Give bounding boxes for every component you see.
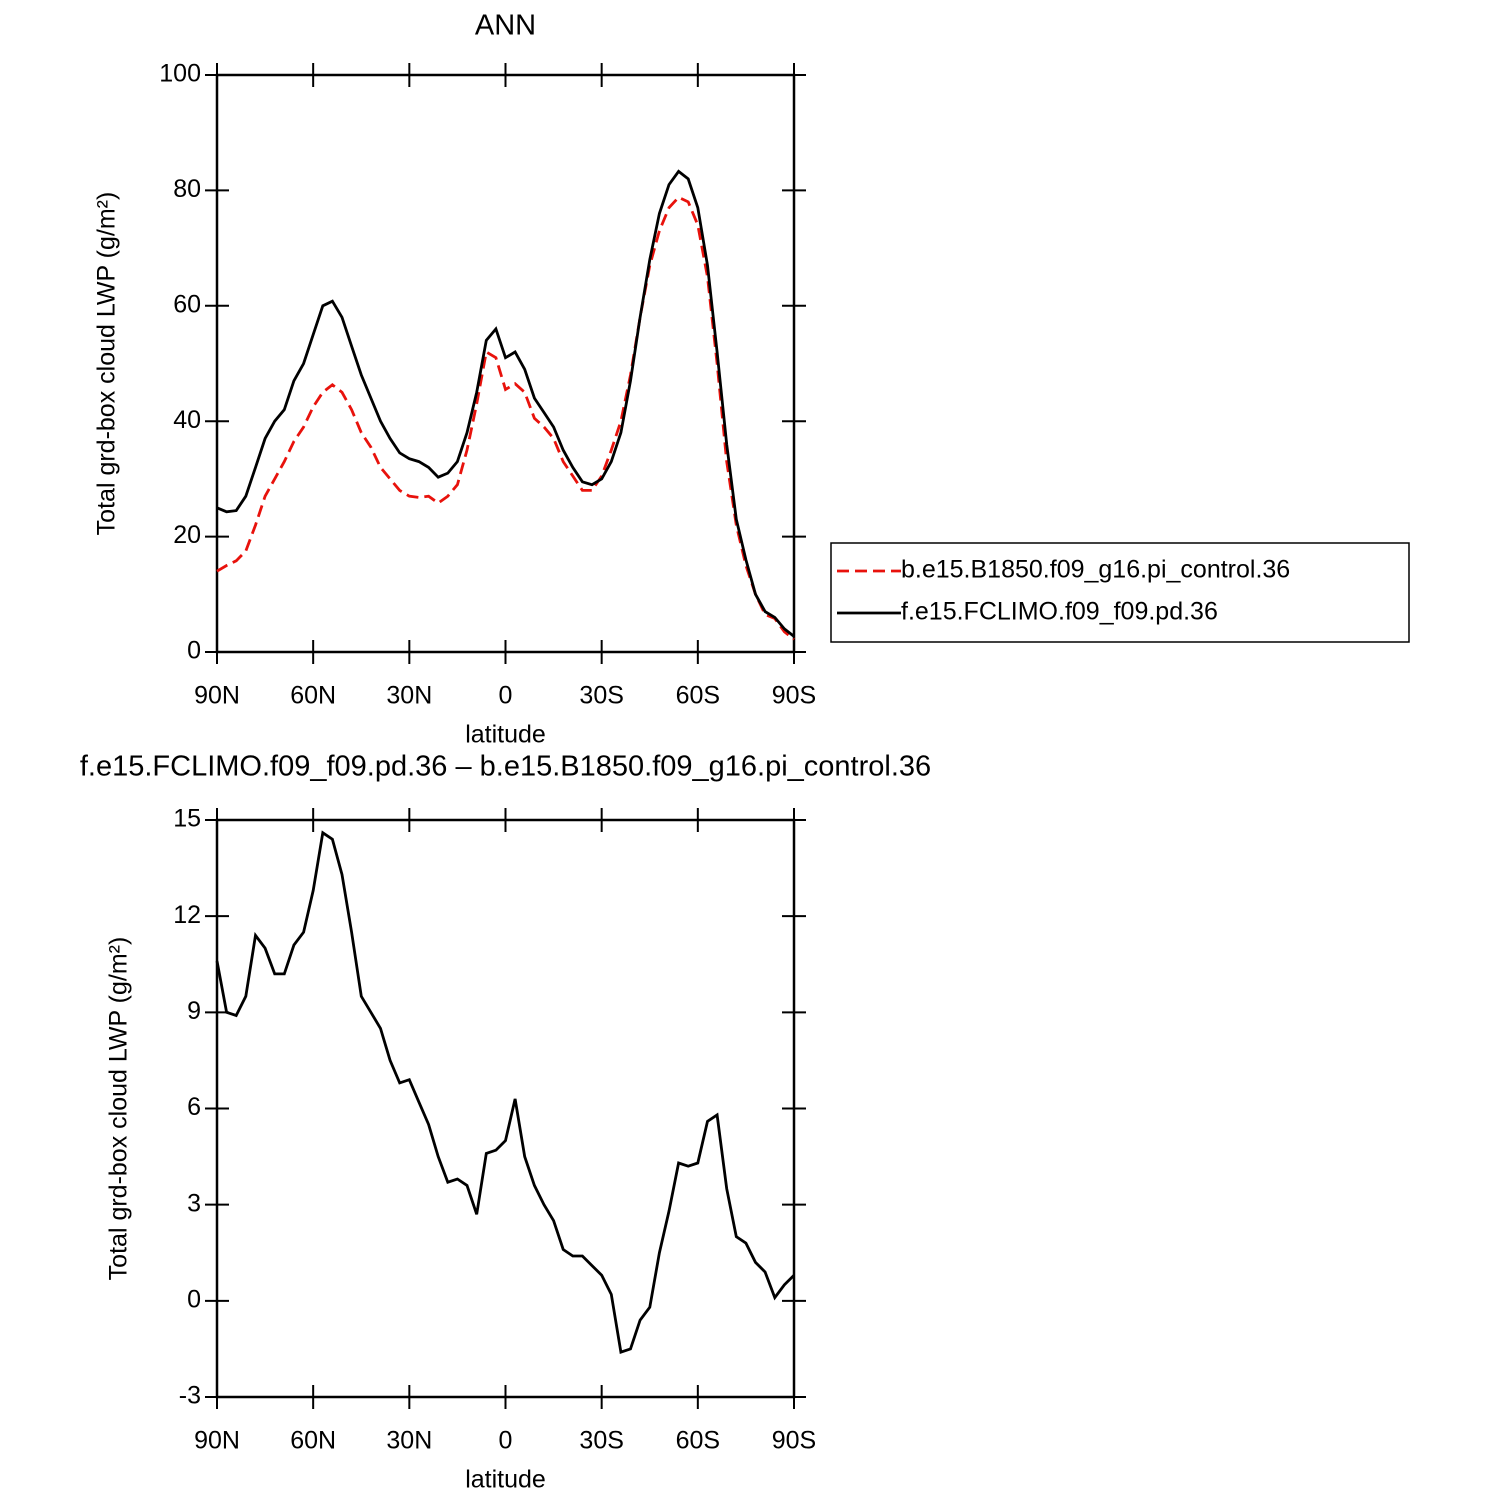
- y-tick-label: 15: [173, 805, 201, 833]
- x-tick-label: 60S: [676, 682, 720, 710]
- x-axis-label: latitude: [465, 721, 546, 749]
- x-tick-label: 90N: [194, 682, 240, 710]
- data-line: [215, 830, 795, 1354]
- x-tick-label: 60S: [676, 1427, 720, 1455]
- plot-frame: [215, 818, 796, 1399]
- x-tick-label: 30N: [386, 1427, 432, 1455]
- x-tick-label: 0: [499, 682, 513, 710]
- y-tick-label: 12: [173, 901, 201, 929]
- legend-label: f.e15.FCLIMO.f09_f09.pd.36: [901, 598, 1218, 626]
- legend-label: b.e15.B1850.f09_g16.pi_control.36: [901, 556, 1290, 584]
- x-tick-label: 30S: [579, 1427, 623, 1455]
- y-tick-label: 20: [173, 521, 201, 549]
- plot-frame: [215, 73, 796, 654]
- x-tick-label: 90S: [772, 682, 816, 710]
- y-tick-label: 40: [173, 406, 201, 434]
- x-tick-label: 0: [499, 1427, 513, 1455]
- x-tick-label: 30S: [579, 682, 623, 710]
- chart-title: ANN: [475, 10, 536, 42]
- x-axis-label: latitude: [465, 1466, 546, 1494]
- y-tick-label: 80: [173, 175, 201, 203]
- y-tick-label: 0: [187, 637, 201, 665]
- data-line: [216, 169, 795, 638]
- x-tick-label: 90N: [194, 1427, 240, 1455]
- x-tick-label: 60N: [290, 1427, 336, 1455]
- legend-box: [830, 542, 1410, 643]
- y-tick-label: 0: [187, 1285, 201, 1313]
- y-tick-label: 100: [159, 60, 201, 88]
- y-axis-label: Total grd-box cloud LWP (g/m²): [93, 192, 121, 536]
- x-tick-label: 90S: [772, 1427, 816, 1455]
- y-axis-label: Total grd-box cloud LWP (g/m²): [105, 937, 133, 1281]
- y-tick-label: 3: [187, 1189, 201, 1217]
- x-tick-label: 30N: [386, 682, 432, 710]
- y-tick-label: 9: [187, 997, 201, 1025]
- y-tick-label: 6: [187, 1093, 201, 1121]
- x-tick-label: 60N: [290, 682, 336, 710]
- data-line: [216, 195, 795, 641]
- y-tick-label: -3: [179, 1382, 201, 1410]
- chart-title: f.e15.FCLIMO.f09_f09.pd.36 – b.e15.B1850…: [80, 751, 931, 783]
- y-tick-label: 60: [173, 290, 201, 318]
